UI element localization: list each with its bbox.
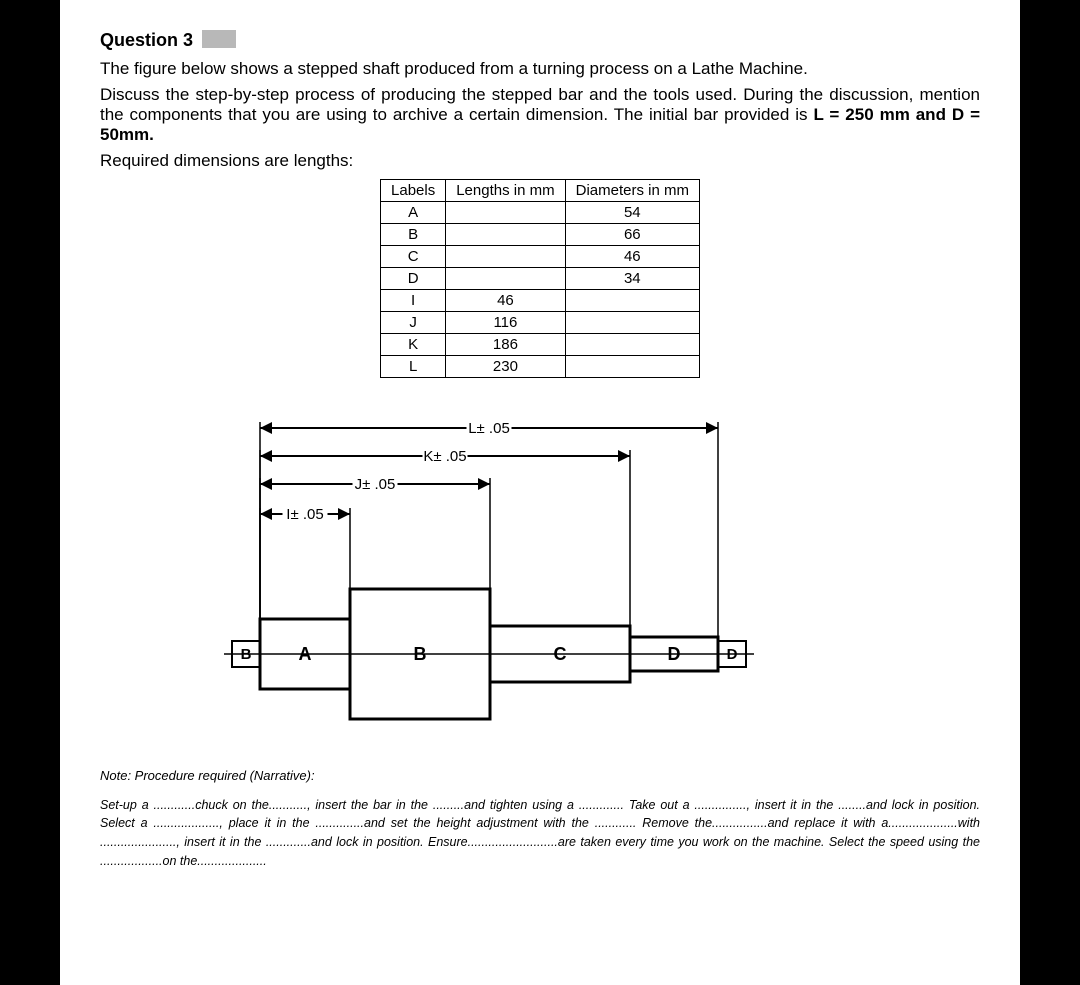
table-row: J116 [381, 312, 700, 334]
intro-paragraph: The figure below shows a stepped shaft p… [100, 59, 980, 79]
table-cell: C [381, 246, 446, 268]
table-cell: 186 [446, 334, 565, 356]
table-cell: 54 [565, 202, 699, 224]
question-heading: Question 3 [100, 30, 980, 51]
table-cell: 46 [565, 246, 699, 268]
col-lengths: Lengths in mm [446, 180, 565, 202]
document-page: Question 3 The figure below shows a step… [60, 0, 1020, 985]
note-title: Note: Procedure required (Narrative): [100, 768, 980, 783]
svg-text:L± .05: L± .05 [468, 420, 510, 437]
table-cell: 230 [446, 356, 565, 378]
table-cell [565, 290, 699, 312]
table-row: D 34 [381, 268, 700, 290]
table-cell: 34 [565, 268, 699, 290]
col-labels: Labels [381, 180, 446, 202]
col-diameters: Diameters in mm [565, 180, 699, 202]
table-cell: J [381, 312, 446, 334]
svg-text:K± .05: K± .05 [423, 448, 466, 465]
table-row: B 66 [381, 224, 700, 246]
table-row: L230 [381, 356, 700, 378]
shaft-diagram: BABCDDL± .05K± .05J± .05I± .05 [180, 394, 900, 744]
question-number: Question 3 [100, 30, 193, 50]
table-cell [565, 356, 699, 378]
table-header-row: Labels Lengths in mm Diameters in mm [381, 180, 700, 202]
table-row: I46 [381, 290, 700, 312]
table-cell: 46 [446, 290, 565, 312]
table-cell [446, 202, 565, 224]
table-cell: A [381, 202, 446, 224]
table-cell [565, 312, 699, 334]
diagram-container: BABCDDL± .05K± .05J± .05I± .05 [100, 394, 980, 744]
svg-text:I± .05: I± .05 [286, 506, 323, 523]
table-cell: B [381, 224, 446, 246]
table-cell: 66 [565, 224, 699, 246]
table-cell: K [381, 334, 446, 356]
table-row: K186 [381, 334, 700, 356]
fill-in-narrative: Set-up a ............chuck on the.......… [100, 796, 980, 871]
dimensions-table: Labels Lengths in mm Diameters in mm A 54… [380, 179, 700, 378]
required-label: Required dimensions are lengths: [100, 151, 980, 171]
table-row: A 54 [381, 202, 700, 224]
table-cell [446, 246, 565, 268]
smudge-mark [202, 30, 236, 48]
table-cell [446, 224, 565, 246]
table-row: C 46 [381, 246, 700, 268]
table-cell [446, 268, 565, 290]
table-cell [565, 334, 699, 356]
table-cell: I [381, 290, 446, 312]
table-cell: D [381, 268, 446, 290]
discuss-paragraph: Discuss the step-by-step process of prod… [100, 85, 980, 145]
svg-text:J± .05: J± .05 [355, 476, 396, 493]
table-cell: 116 [446, 312, 565, 334]
table-cell: L [381, 356, 446, 378]
